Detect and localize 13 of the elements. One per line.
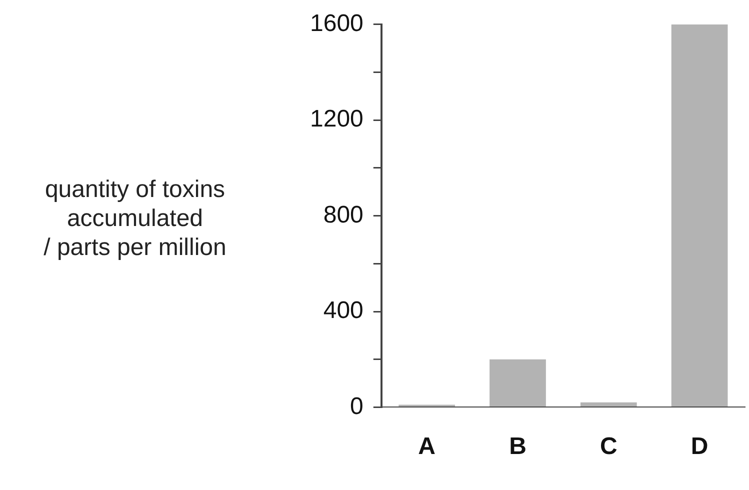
y-tick-label: 0 bbox=[350, 392, 364, 420]
y-tick-label: 1200 bbox=[310, 106, 364, 133]
x-tick-label: C bbox=[600, 433, 618, 460]
x-tick-label: D bbox=[690, 433, 708, 460]
bar bbox=[490, 359, 546, 406]
bar bbox=[580, 402, 637, 406]
x-tick-label: A bbox=[418, 433, 436, 460]
x-tick-label: B bbox=[509, 433, 526, 460]
y-axis-title: quantity of toxins accumulated / parts per million bbox=[42, 175, 228, 262]
bar bbox=[671, 24, 728, 406]
y-tick-label: 1600 bbox=[310, 10, 364, 38]
y-tick-label: 800 bbox=[323, 201, 364, 228]
y-tick-label: 400 bbox=[323, 297, 364, 324]
